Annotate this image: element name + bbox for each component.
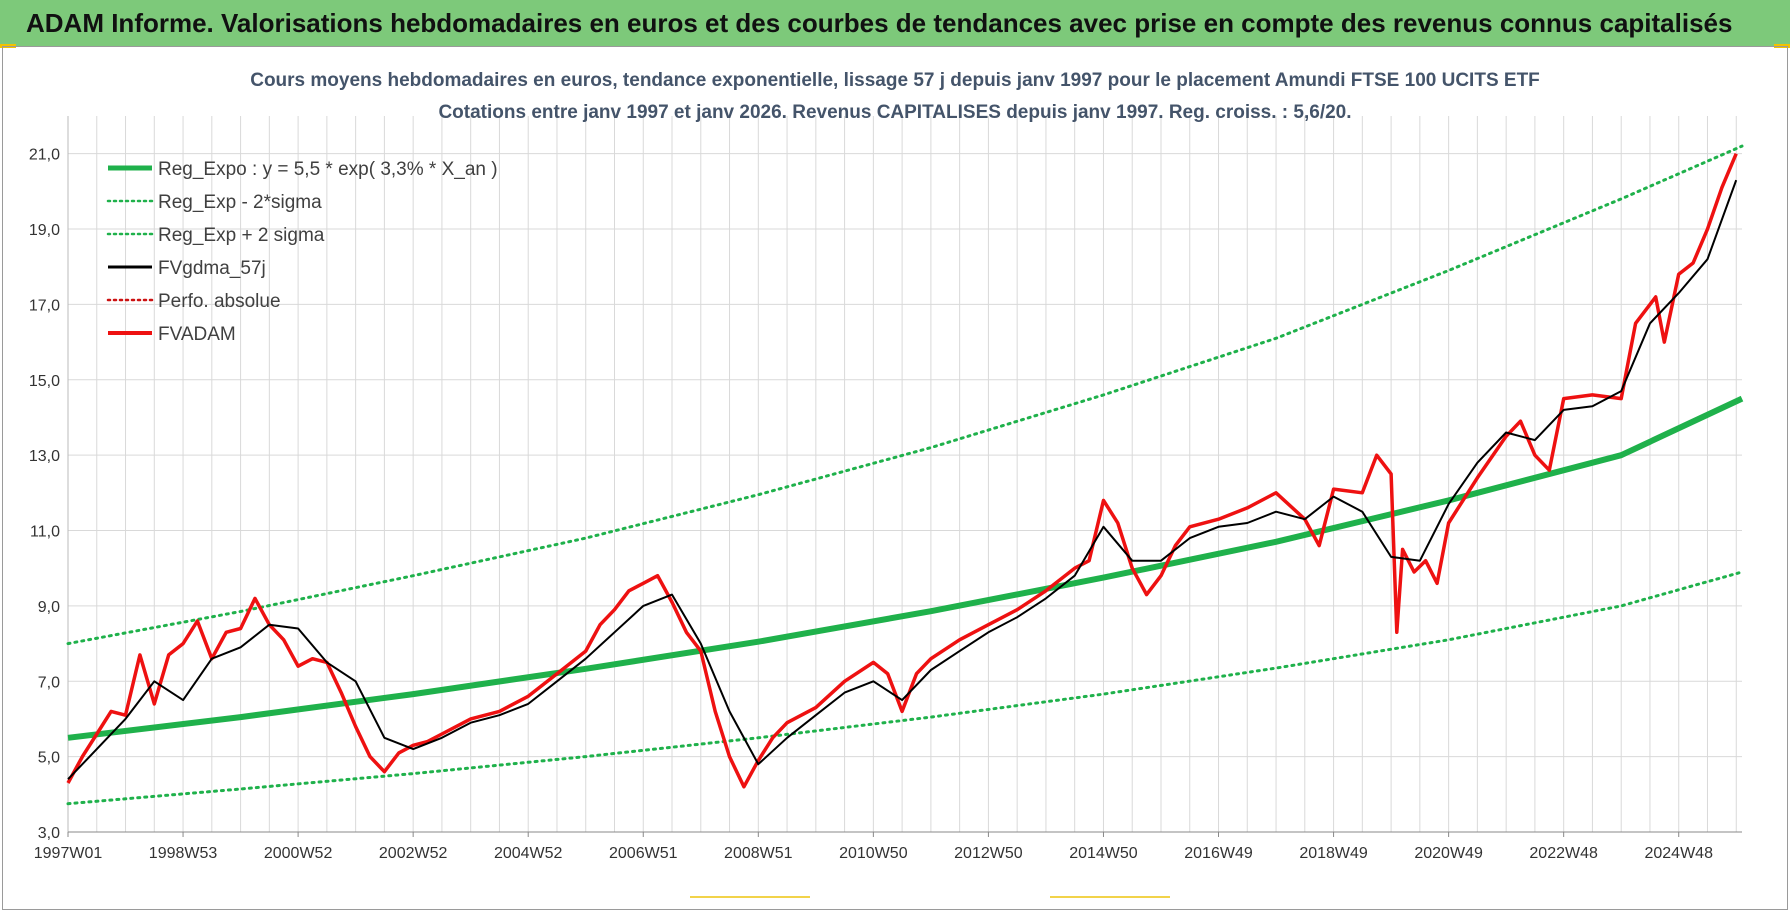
x-tick-label: 1998W53 bbox=[149, 845, 218, 862]
x-tick-label: 2000W52 bbox=[264, 845, 333, 862]
legend-label: Reg_Exp - 2*sigma bbox=[158, 192, 322, 213]
bottom-accent-right bbox=[1050, 896, 1170, 898]
y-tick-label: 21,0 bbox=[29, 147, 60, 164]
x-tick-label: 2020W49 bbox=[1414, 845, 1483, 862]
x-tick-label: 2010W50 bbox=[839, 845, 908, 862]
grid-lines bbox=[68, 116, 1742, 833]
chart-frame bbox=[2, 46, 1788, 910]
series-line-1 bbox=[66, 570, 1744, 806]
y-axis: 3,0 5,0 7,0 9,0 11,0 13,0 15,0 17,0 19,0 21,0 bbox=[29, 116, 69, 842]
y-tick-label: 19,0 bbox=[29, 222, 60, 239]
legend-label: Perfo. absolue bbox=[158, 291, 281, 312]
legend-label: FVADAM bbox=[158, 324, 236, 345]
x-tick-label: 2018W49 bbox=[1299, 845, 1368, 862]
x-tick-label: 2014W50 bbox=[1069, 845, 1138, 862]
chart: 3,0 5,0 7,0 9,0 11,0 13,0 15,0 17,0 19,0 21,0 199… bbox=[29, 70, 1744, 862]
legend-label: Reg_Expo : y = 5,5 * exp( 3,3% * X_an ) bbox=[158, 159, 498, 180]
x-tick-label: 2012W50 bbox=[954, 845, 1023, 862]
x-tick-label: 2022W48 bbox=[1529, 845, 1598, 862]
y-tick-label: 17,0 bbox=[29, 297, 60, 314]
y-tick-label: 11,0 bbox=[30, 524, 60, 541]
x-tick-label: 2006W51 bbox=[609, 845, 678, 862]
y-tick-label: 13,0 bbox=[29, 448, 60, 465]
y-tick-label: 15,0 bbox=[29, 373, 60, 390]
legend-label: FVgdma_57j bbox=[158, 258, 266, 279]
x-tick-label: 1997W01 bbox=[34, 845, 103, 862]
chart-subtitle: Cotations entre janv 1997 et janv 2026. … bbox=[438, 102, 1351, 123]
chart-title: Cours moyens hebdomadaires en euros, ten… bbox=[250, 70, 1540, 91]
x-axis: 1997W01 1998W53 2000W52 2002W52 2004W52 2006W… bbox=[34, 831, 1742, 862]
y-tick-label: 5,0 bbox=[38, 750, 60, 767]
x-tick-label: 2016W49 bbox=[1184, 845, 1253, 862]
x-tick-label: 2004W52 bbox=[494, 845, 563, 862]
series-line-5 bbox=[66, 153, 1738, 789]
x-tick-label: 2008W51 bbox=[724, 845, 793, 862]
y-tick-label: 9,0 bbox=[38, 599, 60, 616]
series-line-2 bbox=[66, 144, 1744, 646]
x-tick-label: 2024W48 bbox=[1644, 845, 1713, 862]
series-line-3 bbox=[67, 179, 1738, 780]
legend: Reg_Expo : y = 5,5 * exp( 3,3% * X_an ) R… bbox=[106, 159, 498, 345]
bottom-accent-left bbox=[690, 896, 810, 898]
y-tick-label: 7,0 bbox=[38, 674, 60, 691]
legend-label: Reg_Exp + 2 sigma bbox=[158, 225, 325, 246]
series-layer bbox=[66, 144, 1744, 806]
series-line-0 bbox=[67, 395, 1744, 741]
x-tick-label: 2002W52 bbox=[379, 845, 448, 862]
banner-title: ADAM Informe. Valorisations hebdomadaire… bbox=[0, 0, 1790, 46]
y-tick-label: 3,0 bbox=[38, 825, 60, 842]
